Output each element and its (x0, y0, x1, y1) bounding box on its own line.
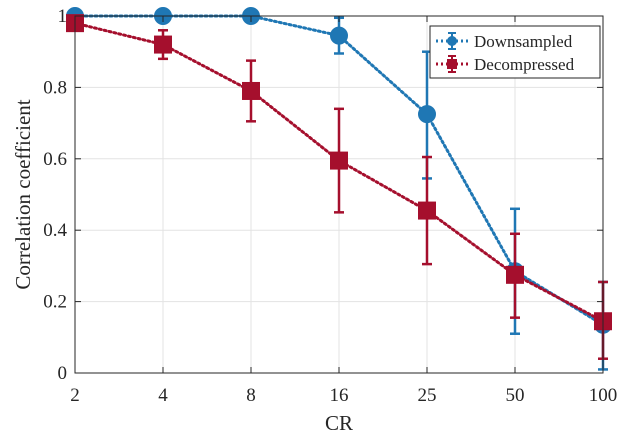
series-decompressed (66, 14, 612, 360)
legend-entry: Decompressed (436, 55, 575, 74)
x-tick-label: 16 (330, 385, 349, 406)
x-tick-label: 2 (70, 385, 80, 406)
legend: Downsampled Decompressed (429, 25, 601, 79)
y-tick-label: 0.8 (43, 77, 67, 98)
data-point (506, 265, 524, 284)
legend-label: Downsampled (474, 32, 573, 51)
x-axis-label: CR (325, 411, 353, 434)
x-tick-label: 25 (418, 385, 437, 406)
x-tick-label: 50 (506, 385, 525, 406)
data-point (418, 201, 436, 220)
y-tick-label: 0 (58, 363, 68, 384)
legend-label: Decompressed (474, 55, 575, 74)
legend-marker (447, 59, 457, 69)
x-tick-label: 100 (589, 385, 618, 406)
legend-marker (447, 36, 457, 46)
data-point (418, 105, 436, 124)
y-tick-label: 0.6 (43, 149, 67, 170)
x-tick-label: 8 (246, 385, 256, 406)
data-point (330, 151, 348, 170)
legend-box (429, 25, 601, 79)
y-tick-label: 0.4 (43, 220, 67, 241)
data-point (242, 81, 260, 100)
data-point (154, 35, 172, 54)
x-tick-label: 4 (158, 385, 168, 406)
y-tick-label: 1 (58, 6, 68, 27)
data-point (330, 26, 348, 45)
legend-entry: Downsampled (436, 32, 573, 51)
y-tick-label: 0.2 (43, 292, 67, 313)
y-axis-label: Correlation coefficient (11, 99, 35, 289)
axis-ticks: 2 4 8 16 25 50 100 0 0.2 0.4 0.6 0.8 1 (43, 6, 617, 406)
